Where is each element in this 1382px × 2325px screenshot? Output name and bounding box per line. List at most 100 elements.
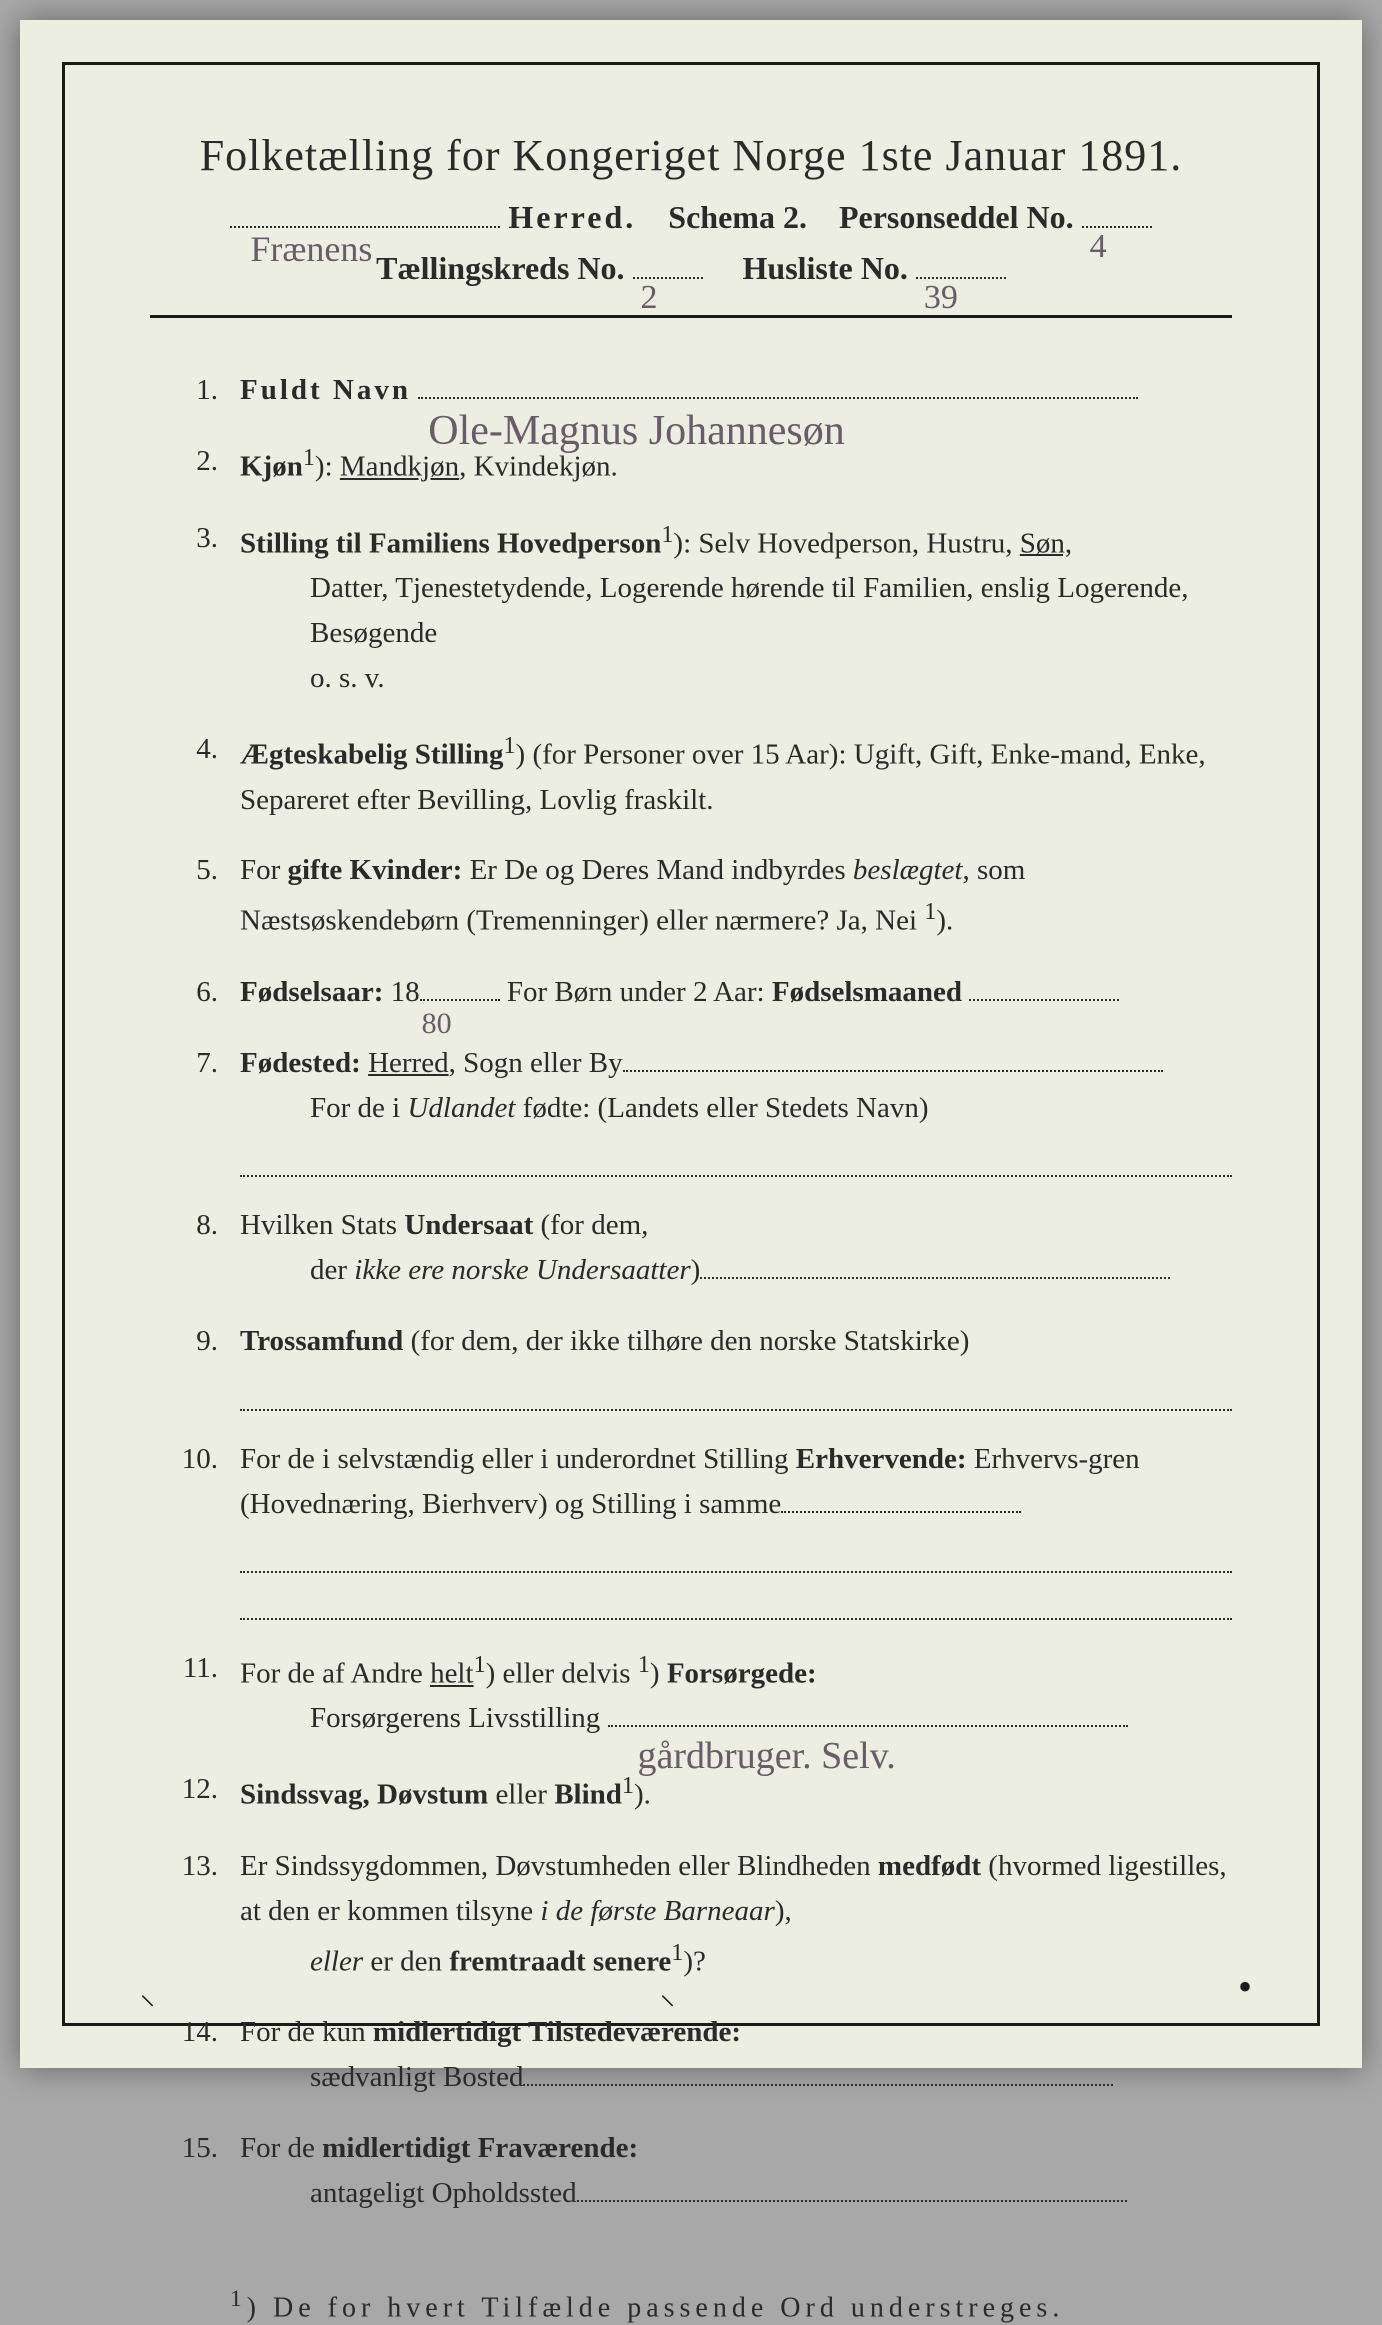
text: )? [683, 1946, 706, 1978]
stray-mark: • [1238, 1963, 1252, 2010]
item-14: 14. For de kun midlertidigt Tilstedevære… [170, 2010, 1232, 2100]
item-number: 8. [170, 1203, 240, 1293]
item-body: Stilling til Familiens Hovedperson1): Se… [240, 516, 1232, 701]
line2: Datter, Tjenestetydende, Logerende høren… [240, 566, 1232, 656]
text: der [310, 1254, 354, 1286]
item-number: 1. [170, 368, 240, 413]
text: Forsørgerens Livsstilling [310, 1702, 600, 1734]
line2: Forsørgerens Livsstilling gårdbruger. Se… [240, 1696, 1232, 1741]
name-field: Ole-Magnus Johannesøn [418, 397, 1138, 399]
schema-label: Schema 2. [668, 199, 807, 235]
text: For de i [310, 1092, 407, 1124]
dotfill [240, 1533, 1232, 1574]
item-6: 6. Fødselsaar: 1880 For Børn under 2 Aar… [170, 970, 1232, 1015]
text: ): Selv Hovedperson, Hustru, [673, 527, 1019, 559]
item-number: 12. [170, 1767, 240, 1818]
kreds-no-handwritten: 2 [641, 279, 658, 287]
item-number: 15. [170, 2126, 240, 2216]
sup: 1 [638, 1651, 650, 1678]
herred-field: Frænens [230, 226, 500, 228]
item-4: 4. Ægteskabelig Stilling1) (for Personer… [170, 727, 1232, 823]
item-body: Hvilken Stats Undersaat (for dem, der ik… [240, 1203, 1232, 1293]
item-body: For de af Andre helt1) eller delvis 1) F… [240, 1646, 1232, 1742]
sup: 1 [671, 1939, 683, 1966]
prefix: For de kun [240, 2016, 373, 2048]
mid2: ) [650, 1658, 667, 1690]
italic: i de første Barneaar [540, 1895, 774, 1927]
provider-field: gårdbruger. Selv. [608, 1725, 1128, 1727]
text: (for dem, [533, 1209, 648, 1241]
bold: fremtraadt senere [449, 1946, 671, 1978]
dotfill [240, 1137, 1232, 1178]
underlined: helt [430, 1658, 474, 1690]
label: Fuldt Navn [240, 374, 411, 406]
label: Fødselsaar: [240, 976, 383, 1008]
text: Er De og Deres Mand indbyrdes [462, 854, 853, 886]
item-number: 6. [170, 970, 240, 1015]
form-content: Folketælling for Kongeriget Norge 1ste J… [150, 130, 1232, 2325]
prefix: For de af Andre [240, 1658, 430, 1690]
footnote-text: ) De for hvert Tilfælde passende Ord und… [247, 2293, 1065, 2324]
italic: ikke ere norske Undersaatter [354, 1254, 690, 1286]
header-line-2: Frænens Herred. Schema 2. Personseddel N… [150, 199, 1232, 236]
mid: eller [488, 1779, 554, 1811]
item-body: Fødselsaar: 1880 For Børn under 2 Aar: F… [240, 970, 1232, 1015]
item-8: 8. Hvilken Stats Undersaat (for dem, der… [170, 1203, 1232, 1293]
dotfill [240, 1370, 1232, 1411]
kreds-field: 2 [633, 277, 703, 279]
item-body: For de kun midlertidigt Tilstedeværende:… [240, 2010, 1232, 2100]
husliste-no-handwritten: 39 [924, 279, 958, 287]
prefix: For [240, 854, 288, 886]
label: Trossamfund [240, 1325, 403, 1357]
underlined: Mandkjøn [340, 451, 459, 483]
prefix: Er Sindssygdommen, Døvstumheden eller Bl… [240, 1850, 878, 1882]
herred-label: Herred. [508, 199, 636, 235]
document-page: Folketælling for Kongeriget Norge 1ste J… [20, 20, 1362, 2068]
line2: der ikke ere norske Undersaatter) [240, 1248, 1232, 1293]
text: ). [634, 1779, 651, 1811]
provider-handwritten: gårdbruger. Selv. [638, 1727, 896, 1733]
sup: 1 [474, 1651, 486, 1678]
page-title: Folketælling for Kongeriget Norge 1ste J… [150, 130, 1232, 181]
label: Fødested: [240, 1047, 361, 1079]
husliste-field: 39 [916, 277, 1006, 279]
italic: eller [310, 1946, 363, 1978]
item-number: 5. [170, 848, 240, 944]
label: Stilling til Familiens Hovedperson [240, 527, 661, 559]
husliste-label: Husliste No. [743, 250, 908, 286]
item-body: Trossamfund (for dem, der ikke tilhøre d… [240, 1319, 1232, 1411]
item-body: Ægteskabelig Stilling1) (for Personer ov… [240, 727, 1232, 823]
item-body: For de i selvstændig eller i underordnet… [240, 1437, 1232, 1620]
label: midlertidigt Fraværende: [322, 2132, 638, 2164]
item-11: 11. For de af Andre helt1) eller delvis … [170, 1646, 1232, 1742]
text: ). [936, 905, 953, 937]
label: midlertidigt Tilstedeværende: [373, 2016, 741, 2048]
label: Undersaat [404, 1209, 533, 1241]
underlined: Søn, [1020, 527, 1072, 559]
text: , Kvindekjøn. [459, 451, 618, 483]
label: gifte Kvinder: [288, 854, 463, 886]
text: ) [691, 1254, 701, 1286]
item-number: 9. [170, 1319, 240, 1411]
residence-field [523, 2084, 1113, 2086]
italic: beslægtet [853, 854, 963, 886]
item-15: 15. For de midlertidigt Fraværende: anta… [170, 2126, 1232, 2216]
item-number: 3. [170, 516, 240, 701]
text: antageligt Opholdssted [310, 2177, 577, 2209]
item-9: 9. Trossamfund (for dem, der ikke tilhør… [170, 1319, 1232, 1411]
item-5: 5. For gifte Kvinder: Er De og Deres Man… [170, 848, 1232, 944]
birthplace-field [623, 1070, 1163, 1072]
month-field [969, 999, 1119, 1001]
label: Forsørgede: [667, 1658, 817, 1690]
label2: Fødselsmaaned [772, 976, 962, 1008]
prefix: For de i selvstændig eller i underordnet… [240, 1443, 796, 1475]
divider [150, 315, 1232, 318]
item-number: 7. [170, 1041, 240, 1177]
item-body: For gifte Kvinder: Er De og Deres Mand i… [240, 848, 1232, 944]
whereabouts-field [577, 2200, 1127, 2202]
line2: sædvanligt Bosted [240, 2055, 1232, 2100]
mid: ) eller delvis [486, 1658, 638, 1690]
sup: 1 [230, 2286, 247, 2312]
items-list: 1. Fuldt Navn Ole-Magnus Johannesøn 2. K… [150, 368, 1232, 2216]
kreds-label: Tællingskreds No. [376, 250, 624, 286]
